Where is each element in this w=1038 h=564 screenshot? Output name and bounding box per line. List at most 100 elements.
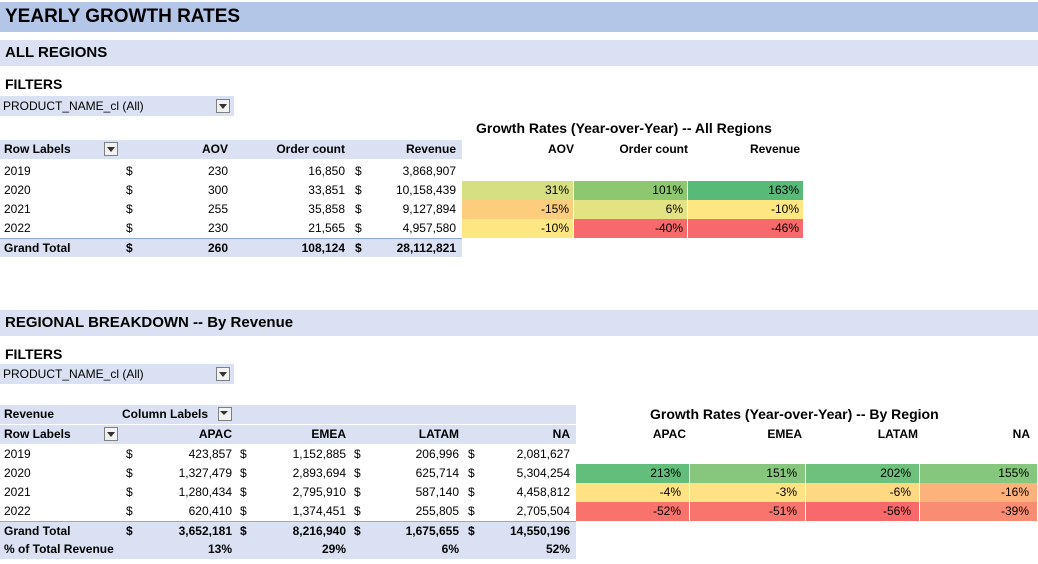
currency-cell: $ xyxy=(240,504,247,518)
revenue-cell: 1,374,451 xyxy=(292,504,346,518)
order-count-header: Order count xyxy=(276,142,345,156)
region-header-apac: APAC xyxy=(198,427,232,441)
filters-label-2: FILTERS xyxy=(5,346,63,362)
table-row: 2019 $230 16,850 $3,868,907 xyxy=(0,162,462,181)
pct-cell: 52% xyxy=(545,542,570,556)
product-filter-2[interactable]: PRODUCT_NAME_cl (All) xyxy=(0,364,234,384)
growth-cell: 155% xyxy=(920,464,1038,483)
revenue-total: 14,550,196 xyxy=(509,524,570,538)
chevron-down-icon[interactable] xyxy=(104,142,118,156)
currency-cell: $ xyxy=(354,466,361,480)
revenue-cell: 4,458,812 xyxy=(516,485,570,499)
pct-total-row: % of Total Revenue 13% 29% 6% 52% xyxy=(0,540,576,559)
grand-total-label: Grand Total xyxy=(4,524,71,538)
revenue-total: 1,675,655 xyxy=(405,524,459,538)
revenue-cell: 206,996 xyxy=(415,447,459,461)
growth-cell: -15% xyxy=(462,200,574,219)
currency-cell: $ xyxy=(126,241,133,255)
pct-total-label: % of Total Revenue xyxy=(4,542,114,556)
currency-cell: $ xyxy=(355,241,362,255)
currency-cell: $ xyxy=(354,447,361,461)
growth-cell: 6% xyxy=(574,200,688,219)
filter-icon[interactable] xyxy=(218,407,232,421)
revenue-total: 3,652,181 xyxy=(178,524,232,538)
row-labels-header: Row Labels xyxy=(4,427,71,441)
currency-cell: $ xyxy=(126,202,133,216)
table-row: 2019 $423,857 $1,152,885 $206,996 $2,081,627 xyxy=(0,445,576,464)
currency-cell: $ xyxy=(240,447,247,461)
table-row: 2020 $300 33,851 $10,158,439 xyxy=(0,181,462,200)
currency-cell: $ xyxy=(355,202,362,216)
currency-cell: $ xyxy=(126,447,133,461)
growth-row: -15% 6% -10% xyxy=(462,200,804,219)
order-count-cell: 35,858 xyxy=(308,202,345,216)
year-cell: 2021 xyxy=(4,202,31,216)
currency-cell: $ xyxy=(126,524,133,538)
product-filter-1[interactable]: PRODUCT_NAME_cl (All) xyxy=(0,96,234,116)
pivot2-top-header-row: Revenue Column Labels xyxy=(0,405,576,424)
table-row: 2021 $255 35,858 $9,127,894 xyxy=(0,200,462,219)
chevron-down-icon[interactable] xyxy=(104,427,118,441)
grand-total-row: Grand Total $260 108,124 $28,112,821 xyxy=(0,238,462,257)
order-count-cell: 33,851 xyxy=(308,183,345,197)
revenue-cell: 2,705,504 xyxy=(516,504,570,518)
growth1-orders-header: Order count xyxy=(619,142,688,156)
year-cell: 2021 xyxy=(4,485,31,499)
currency-cell: $ xyxy=(126,164,133,178)
revenue-cell: 620,410 xyxy=(188,504,232,518)
currency-cell: $ xyxy=(355,183,362,197)
growth-cell: -56% xyxy=(806,502,920,521)
growth-row: 213% 151% 202% 155% xyxy=(576,464,1038,483)
currency-cell: $ xyxy=(468,504,475,518)
growth-cell: -46% xyxy=(688,219,804,238)
section-title-regional: REGIONAL BREAKDOWN -- By Revenue xyxy=(0,310,1038,336)
currency-cell: $ xyxy=(354,504,361,518)
table-row: 2022 $230 21,565 $4,957,580 xyxy=(0,219,462,238)
revenue-total: 8,216,940 xyxy=(292,524,346,538)
currency-cell: $ xyxy=(468,466,475,480)
currency-cell: $ xyxy=(126,504,133,518)
aov-cell: 300 xyxy=(207,183,228,197)
revenue-cell: 423,857 xyxy=(188,447,232,461)
currency-cell: $ xyxy=(468,524,475,538)
pct-cell: 29% xyxy=(321,542,346,556)
region-header-emea: EMEA xyxy=(311,427,346,441)
revenue-cell: 587,140 xyxy=(415,485,459,499)
growth-cell: -16% xyxy=(920,483,1038,502)
row-labels-header: Row Labels xyxy=(4,142,71,156)
currency-cell: $ xyxy=(240,485,247,499)
currency-cell: $ xyxy=(126,485,133,499)
section-title-all-regions: ALL REGIONS xyxy=(0,40,1038,66)
column-labels-header: Column Labels xyxy=(122,407,209,421)
pivot1-header-row: Row Labels AOV Order count Revenue xyxy=(0,140,462,159)
growth-cell: 202% xyxy=(806,464,920,483)
aov-cell: 230 xyxy=(207,221,228,235)
currency-cell: $ xyxy=(354,524,361,538)
revenue-cell: 255,805 xyxy=(415,504,459,518)
currency-cell: $ xyxy=(354,485,361,499)
product-filter-value: PRODUCT_NAME_cl (All) xyxy=(3,99,144,113)
filters-label: FILTERS xyxy=(5,76,63,92)
pct-cell: 13% xyxy=(207,542,232,556)
currency-cell: $ xyxy=(126,221,133,235)
year-cell: 2019 xyxy=(4,164,31,178)
year-cell: 2019 xyxy=(4,447,31,461)
chevron-down-icon[interactable] xyxy=(216,99,230,113)
region-header-na: NA xyxy=(552,427,570,441)
revenue-cell: 625,714 xyxy=(415,466,459,480)
currency-cell: $ xyxy=(355,164,362,178)
aov-cell: 255 xyxy=(207,202,228,216)
order-count-cell: 21,565 xyxy=(308,221,345,235)
year-cell: 2022 xyxy=(4,221,31,235)
growth-cell: -6% xyxy=(806,483,920,502)
growth-cell: -3% xyxy=(690,483,806,502)
growth-cell: -10% xyxy=(462,219,574,238)
growth-cell: -10% xyxy=(688,200,804,219)
chevron-down-icon[interactable] xyxy=(216,367,230,381)
growth1-header-row: AOV Order count Revenue xyxy=(462,140,804,159)
growth2-latam-header: LATAM xyxy=(877,427,918,441)
year-cell: 2020 xyxy=(4,183,31,197)
growth-cell: -40% xyxy=(574,219,688,238)
growth1-revenue-header: Revenue xyxy=(749,142,800,156)
growth-cell: -51% xyxy=(690,502,806,521)
